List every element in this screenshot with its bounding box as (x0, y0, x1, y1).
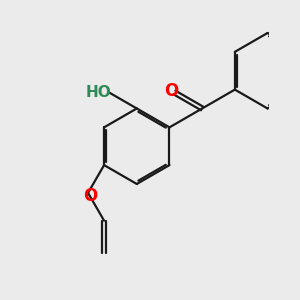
Text: O: O (83, 187, 97, 205)
Text: O: O (164, 82, 178, 100)
Text: HO: HO (85, 85, 111, 100)
